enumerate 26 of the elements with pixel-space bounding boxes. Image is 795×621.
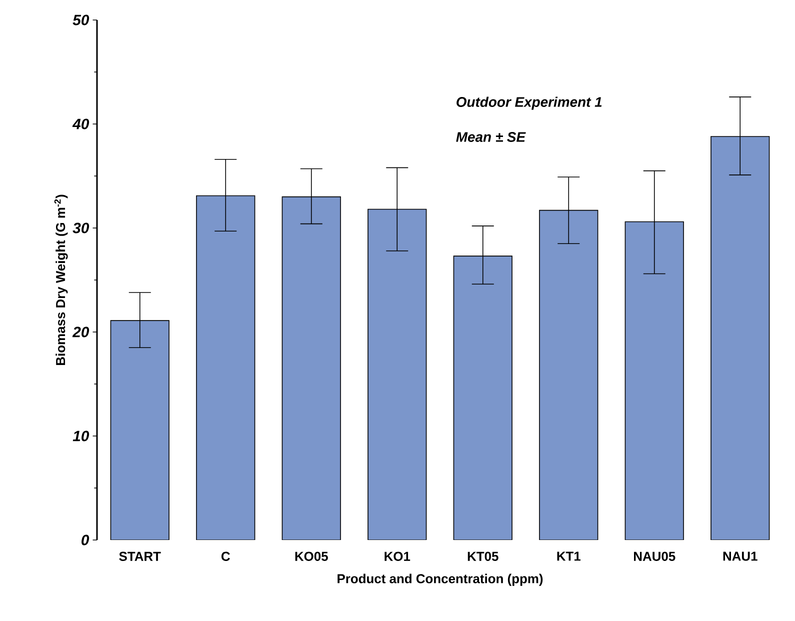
- y-axis-title: Biomass Dry Weight (G m$^{-2}$): [54, 194, 68, 365]
- x-axis-title: Product and Concentration (ppm): [338, 574, 543, 586]
- bar: [368, 209, 426, 540]
- x-tick-label: NAU05: [634, 552, 676, 561]
- x-tick-label: KO05: [295, 552, 328, 561]
- x-tick-label: KO1: [384, 552, 410, 561]
- bar: [539, 210, 598, 540]
- x-tick-label: START: [119, 552, 161, 561]
- bar: [454, 256, 512, 540]
- x-tick-label: NAU1: [723, 552, 758, 561]
- x-tick-label: KT1: [557, 552, 580, 561]
- y-tick-label: 30: [72, 222, 90, 234]
- y-tick-label: 20: [72, 326, 90, 338]
- bar: [110, 320, 170, 540]
- bar: [625, 222, 684, 540]
- annotation: Outdoor Experiment 1: [456, 96, 602, 110]
- bar: [710, 136, 770, 540]
- x-tick-label: C: [221, 552, 230, 561]
- bar: [196, 196, 255, 540]
- y-tick-label: 40: [72, 118, 90, 130]
- annotation: Mean ± SE: [456, 132, 526, 142]
- y-tick-label: 0: [82, 534, 90, 546]
- y-tick-label: 10: [72, 430, 90, 442]
- bar: [282, 196, 341, 540]
- x-tick-label: KT05: [468, 552, 498, 561]
- y-tick-label: 50: [72, 14, 90, 26]
